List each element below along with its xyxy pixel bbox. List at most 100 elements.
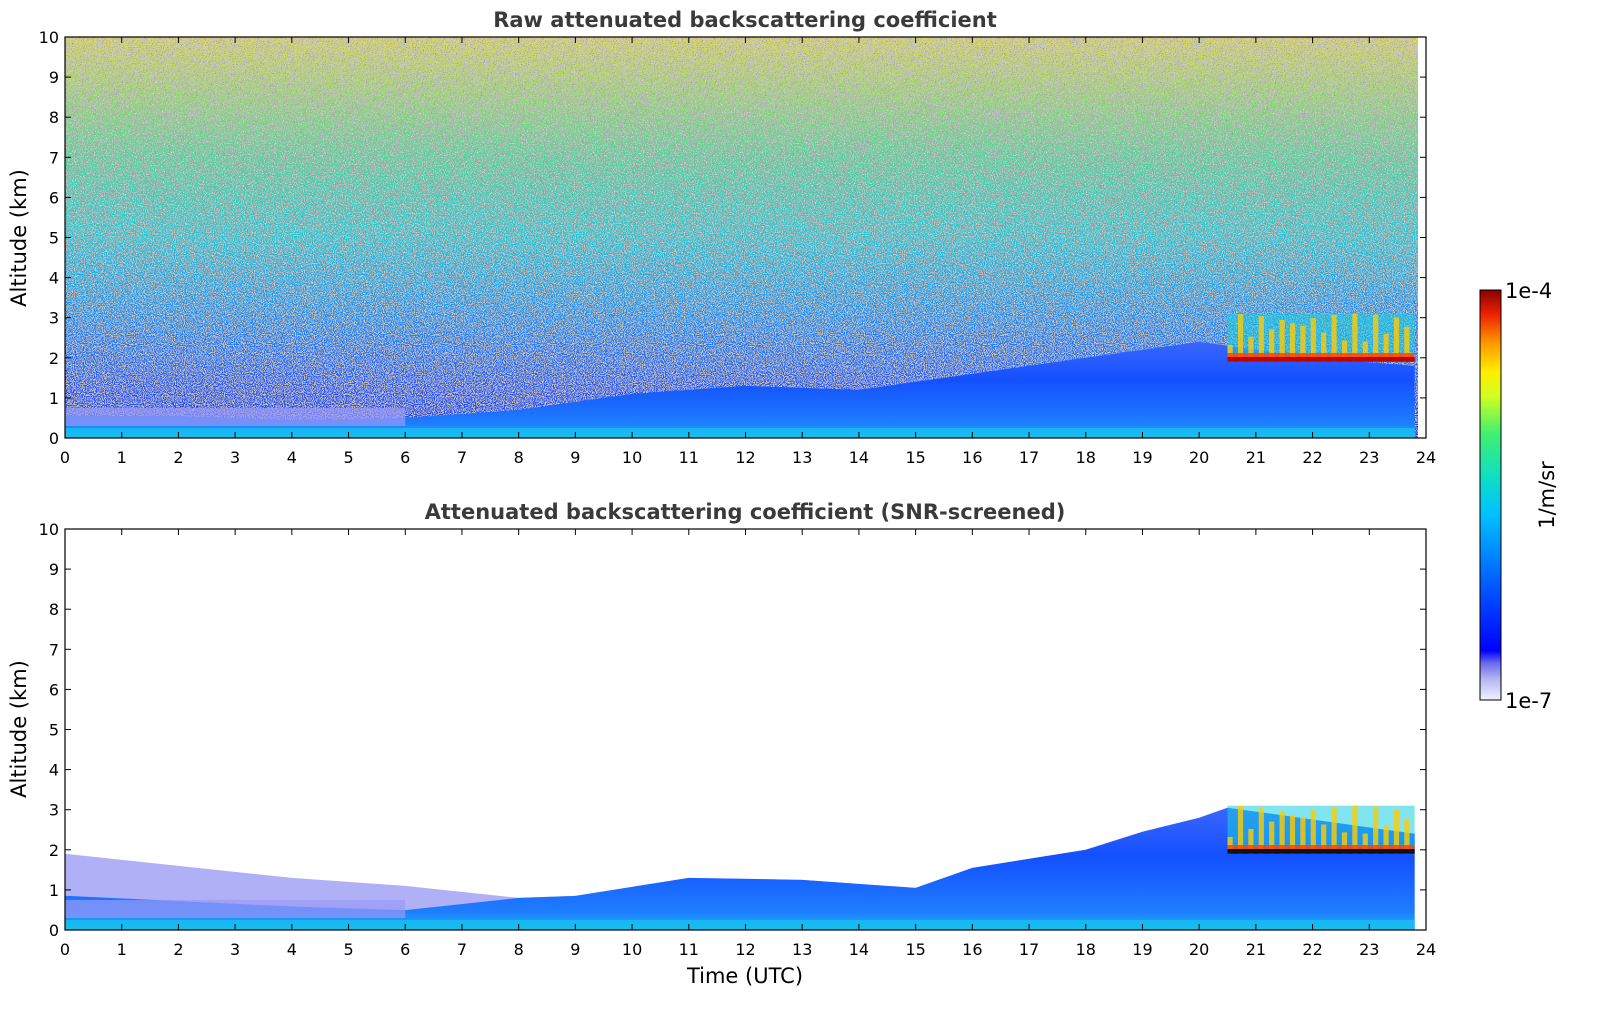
cloud-column (1331, 806, 1337, 854)
y-tick-label: 3 (49, 309, 59, 328)
y-tick-label: 5 (49, 721, 59, 740)
cloud-column (1362, 833, 1368, 854)
x-tick-label: 17 (1019, 940, 1039, 959)
cloud-base-edge (1227, 844, 1415, 849)
y-tick-label: 1 (49, 881, 59, 900)
y-tick-label: 1 (49, 389, 59, 408)
residual-layer (65, 407, 406, 426)
x-tick-label: 5 (343, 448, 353, 467)
x-tick-label: 13 (792, 940, 812, 959)
cloud-column (1248, 336, 1254, 362)
cloud-column (1237, 313, 1244, 362)
panel-raw: Raw attenuated backscattering coefficien… (7, 8, 1436, 467)
x-tick-label: 19 (1132, 940, 1152, 959)
x-tick-label: 21 (1246, 940, 1266, 959)
y-tick-label: 2 (49, 349, 59, 368)
x-tick-label: 0 (60, 940, 70, 959)
boundary-layer (65, 807, 1415, 930)
y-tick-label: 9 (49, 68, 59, 87)
x-tick-label: 6 (400, 940, 410, 959)
x-tick-label: 3 (230, 940, 240, 959)
panel-raw-ylabel: Altitude (km) (7, 169, 31, 307)
x-tick-label: 4 (287, 448, 297, 467)
cloud-column (1383, 333, 1389, 362)
cloud-column (1237, 805, 1244, 854)
cloud-base-edge (1227, 352, 1415, 357)
x-tick-label: 24 (1416, 448, 1436, 467)
cloud-column (1373, 806, 1379, 854)
y-tick-label: 5 (49, 229, 59, 248)
x-tick-label: 18 (1076, 448, 1096, 467)
x-tick-label: 22 (1302, 940, 1322, 959)
x-tick-label: 9 (570, 448, 580, 467)
x-tick-label: 24 (1416, 940, 1436, 959)
cloud-column (1331, 314, 1337, 362)
x-tick-label: 14 (849, 940, 869, 959)
x-tick-label: 20 (1189, 940, 1209, 959)
x-tick-label: 0 (60, 448, 70, 467)
panel-raw-title: Raw attenuated backscattering coefficien… (493, 8, 997, 32)
x-tick-label: 18 (1076, 940, 1096, 959)
cloud-column (1310, 810, 1316, 854)
cloud-column (1321, 332, 1327, 362)
x-tick-label: 7 (457, 940, 467, 959)
residual-layer (65, 899, 406, 918)
x-tick-label: 8 (514, 448, 524, 467)
x-tick-label: 2 (173, 448, 183, 467)
x-tick-label: 19 (1132, 448, 1152, 467)
cloud-column (1300, 817, 1306, 854)
cloud-column (1362, 341, 1368, 362)
cloud-column (1289, 815, 1296, 854)
x-tick-label: 5 (343, 940, 353, 959)
cloud-column (1310, 318, 1316, 362)
cloud-column (1393, 317, 1400, 362)
panel-raw-heatmap (65, 37, 1418, 438)
cloud-column (1404, 818, 1410, 854)
x-tick-label: 7 (457, 448, 467, 467)
cloud-column (1341, 340, 1348, 362)
x-tick-label: 12 (735, 940, 755, 959)
colorbar-gradient (1479, 289, 1502, 701)
cloud-column (1258, 316, 1264, 362)
colorbar-min-label: 1e-7 (1505, 689, 1552, 713)
x-tick-label: 17 (1019, 448, 1039, 467)
x-tick-label: 10 (622, 940, 642, 959)
x-tick-label: 11 (679, 940, 699, 959)
x-tick-label: 21 (1246, 448, 1266, 467)
y-tick-label: 9 (49, 560, 59, 579)
y-tick-label: 3 (49, 801, 59, 820)
y-tick-label: 0 (49, 429, 59, 448)
x-tick-label: 6 (400, 448, 410, 467)
x-tick-label: 13 (792, 448, 812, 467)
x-tick-label: 16 (962, 448, 982, 467)
y-tick-label: 2 (49, 841, 59, 860)
y-tick-label: 8 (49, 600, 59, 619)
cloud-column (1279, 319, 1285, 362)
surface-layer (65, 919, 1415, 930)
cloud-column (1404, 326, 1410, 362)
cloud-column (1352, 805, 1358, 854)
cloud-column (1393, 809, 1400, 854)
x-tick-label: 8 (514, 940, 524, 959)
cloud-column (1352, 313, 1358, 362)
x-tick-label: 22 (1302, 448, 1322, 467)
y-tick-label: 10 (39, 520, 59, 539)
x-tick-label: 10 (622, 448, 642, 467)
panel-screened: Attenuated backscattering coefficient (S… (7, 500, 1436, 988)
y-tick-label: 10 (39, 28, 59, 47)
y-tick-label: 4 (49, 269, 59, 288)
panel-screened-ylabel: Altitude (km) (7, 660, 31, 798)
cloud-column (1289, 323, 1296, 362)
x-tick-label: 20 (1189, 448, 1209, 467)
cloud-column (1321, 824, 1327, 854)
y-tick-label: 4 (49, 761, 59, 780)
colorbar-unit-label: 1/m/sr (1535, 461, 1559, 529)
y-tick-label: 0 (49, 921, 59, 940)
x-tick-label: 1 (117, 940, 127, 959)
panel-screened-xlabel: Time (UTC) (686, 964, 803, 988)
x-tick-label: 23 (1359, 940, 1379, 959)
y-tick-label: 7 (49, 148, 59, 167)
surface-layer (65, 427, 1415, 438)
x-tick-label: 23 (1359, 448, 1379, 467)
cloud-column (1248, 828, 1254, 854)
